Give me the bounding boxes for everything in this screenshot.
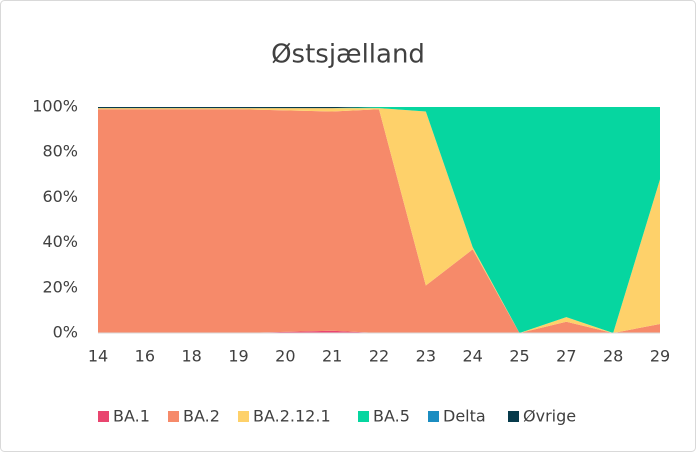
y-tick-label: 40% bbox=[42, 232, 78, 251]
legend-swatch bbox=[238, 411, 249, 422]
x-tick-label: 28 bbox=[603, 347, 623, 366]
y-tick-label: 20% bbox=[42, 277, 78, 296]
area bbox=[98, 107, 660, 333]
x-tick-label: 16 bbox=[135, 347, 155, 366]
x-tick-label: 18 bbox=[181, 347, 201, 366]
legend-swatch bbox=[508, 411, 519, 422]
area bbox=[98, 107, 660, 109]
x-tick-label: 24 bbox=[462, 347, 482, 366]
legend-label: BA.5 bbox=[373, 407, 410, 426]
x-tick-label: 25 bbox=[509, 347, 529, 366]
legend-swatch bbox=[358, 411, 369, 422]
legend-swatch bbox=[428, 411, 439, 422]
x-tick-label: 22 bbox=[369, 347, 389, 366]
x-tick-label: 14 bbox=[88, 347, 108, 366]
legend-label: Delta bbox=[443, 407, 486, 426]
x-tick-label: 29 bbox=[650, 347, 670, 366]
chart-title: Østsjælland bbox=[271, 40, 425, 70]
legend-label: BA.2 bbox=[183, 407, 220, 426]
x-tick-label: 23 bbox=[416, 347, 436, 366]
x-tick-label: 19 bbox=[228, 347, 248, 366]
x-tick-label: 27 bbox=[556, 347, 576, 366]
legend-label: BA.2.12.1 bbox=[253, 407, 331, 426]
y-tick-label: 0% bbox=[53, 323, 78, 342]
legend-label: Øvrige bbox=[523, 407, 576, 426]
legend-swatch bbox=[98, 411, 109, 422]
x-tick-label: 20 bbox=[275, 347, 295, 366]
y-tick-label: 60% bbox=[42, 187, 78, 206]
x-tick-label: 21 bbox=[322, 347, 342, 366]
y-tick-label: 100% bbox=[32, 97, 78, 116]
legend-label: BA.1 bbox=[113, 407, 150, 426]
area bbox=[98, 109, 660, 333]
y-tick-label: 80% bbox=[42, 142, 78, 161]
legend-swatch bbox=[168, 411, 179, 422]
